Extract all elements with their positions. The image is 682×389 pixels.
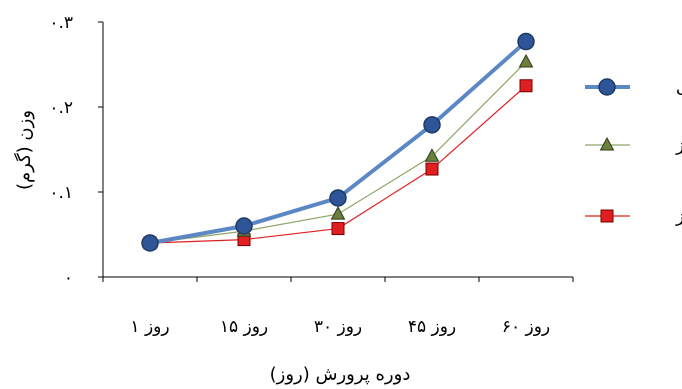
series-square xyxy=(143,79,533,250)
y-tick-label: ۰.۱ xyxy=(49,183,73,203)
x-tick-label: روز ۴۵ xyxy=(408,317,456,337)
data-point xyxy=(425,162,439,176)
x-tick-label: روز ۱ xyxy=(130,317,169,337)
y-tick-label: ۰ xyxy=(64,268,73,288)
data-point xyxy=(423,116,441,134)
x-tick-label: روز ۳۰ xyxy=(314,317,362,337)
x-tick-label: روز ۶۰ xyxy=(502,317,550,337)
series-layer xyxy=(141,32,535,252)
data-point xyxy=(331,222,345,236)
legend-item: سبز xyxy=(585,136,682,156)
y-axis-title: وزن (گرم) xyxy=(13,110,35,190)
legend-label: سبز xyxy=(675,136,682,156)
legend-marker xyxy=(600,209,614,223)
data-point xyxy=(141,234,159,252)
data-point xyxy=(519,79,533,93)
series-triangle xyxy=(142,53,534,249)
y-tick-label: ۰.۳ xyxy=(49,13,73,33)
x-ticks: روز ۱ روز ۱۵ روز ۳۰ روز ۴۵ روز ۶۰ xyxy=(102,277,574,337)
legend: آبی سبز قرمز xyxy=(585,76,682,227)
x-axis-title: دوره پرورش (روز) xyxy=(270,364,411,385)
data-point xyxy=(329,189,347,207)
series-circle xyxy=(141,32,535,252)
legend-item: آبی xyxy=(585,76,682,98)
data-point xyxy=(330,206,346,220)
data-point xyxy=(517,32,535,51)
x-tick-label: روز ۱۵ xyxy=(220,317,268,337)
y-ticks: ۰ ۰.۱ ۰.۲ ۰.۳ xyxy=(49,13,103,288)
data-point xyxy=(518,53,534,68)
legend-marker xyxy=(598,78,616,96)
legend-label: آبی xyxy=(676,76,682,98)
legend-label: قرمز xyxy=(675,207,682,227)
data-point xyxy=(235,217,253,235)
y-tick-label: ۰.۲ xyxy=(49,98,73,118)
axes xyxy=(102,22,573,278)
data-point xyxy=(424,148,440,162)
legend-item: قرمز xyxy=(585,207,682,227)
legend-marker xyxy=(599,136,615,151)
